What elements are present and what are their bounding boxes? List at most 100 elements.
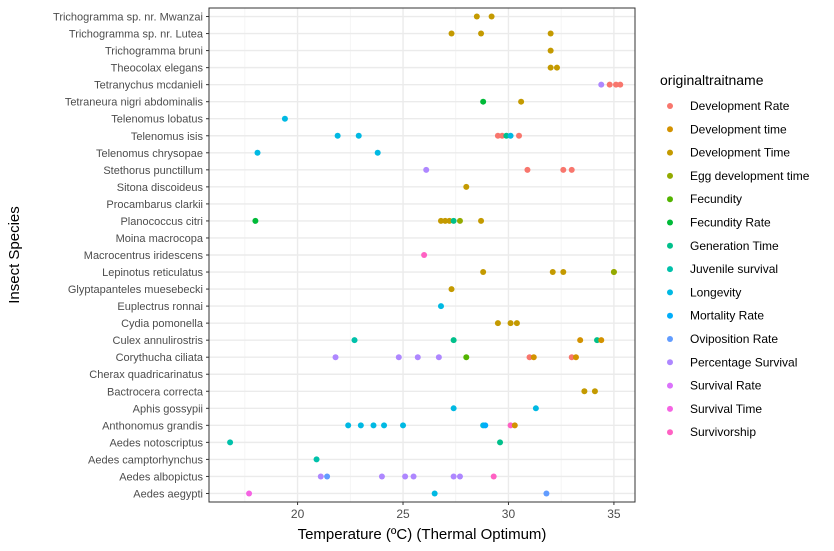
legend-key	[667, 266, 673, 273]
data-point	[494, 132, 501, 139]
data-point	[516, 132, 523, 139]
data-point	[610, 269, 617, 276]
y-tick-label: Aedes camptorhynchus	[88, 454, 203, 466]
data-point	[437, 303, 444, 310]
legend-label: Development time	[690, 122, 787, 136]
legend-key	[667, 126, 673, 133]
data-point	[332, 354, 339, 361]
data-point	[410, 473, 417, 480]
y-tick-label: Cydia pomonella	[121, 318, 204, 330]
data-point	[497, 439, 504, 446]
data-point	[456, 473, 463, 480]
data-point	[355, 132, 362, 139]
legend-key	[667, 336, 673, 342]
data-point	[252, 217, 259, 224]
data-point	[450, 473, 457, 480]
data-point	[381, 422, 388, 429]
data-point	[572, 354, 579, 361]
data-point	[395, 354, 402, 361]
data-point	[482, 422, 489, 429]
data-point	[345, 422, 352, 429]
data-point	[524, 166, 531, 173]
y-tick-label: Bactrocera correcta	[107, 386, 204, 398]
x-axis-title: Temperature (ºC) (Thermal Optimum)	[298, 526, 547, 543]
data-point	[526, 354, 533, 361]
x-tick-label: 35	[607, 507, 621, 521]
data-point	[581, 388, 588, 395]
y-tick-label: Stethorus punctillum	[103, 165, 203, 177]
data-point	[227, 439, 234, 446]
data-point	[617, 81, 624, 88]
data-point	[317, 473, 324, 480]
legend-key	[667, 359, 673, 366]
data-point	[511, 422, 518, 429]
data-point	[560, 269, 567, 276]
legend-key	[667, 242, 673, 249]
legend-key	[667, 312, 673, 319]
legend-key	[667, 289, 673, 296]
y-tick-label: Telenomus lobatus	[111, 114, 203, 126]
data-point	[400, 422, 407, 429]
data-point	[374, 149, 381, 156]
data-point	[598, 337, 605, 344]
data-point	[450, 405, 457, 412]
data-point	[448, 286, 455, 293]
data-point	[591, 388, 598, 395]
data-point	[254, 149, 261, 156]
data-point	[518, 98, 525, 105]
data-point	[568, 166, 575, 173]
legend-key	[667, 196, 673, 203]
y-tick-label: Aedes albopictus	[119, 471, 203, 483]
data-point	[246, 490, 253, 497]
legend-label: Juvenile survival	[690, 262, 778, 276]
data-point	[421, 252, 428, 258]
legend-label: Survival Time	[690, 402, 762, 416]
legend-label: Survival Rate	[690, 379, 762, 393]
y-tick-label: Trichogramma bruni	[105, 46, 203, 58]
legend-label: Survivorship	[690, 425, 756, 439]
data-point	[613, 81, 620, 88]
data-point	[547, 47, 554, 54]
data-point	[503, 132, 510, 139]
data-point	[446, 217, 453, 224]
y-tick-label: Macrocentrus iridescens	[84, 250, 204, 262]
data-point	[324, 473, 331, 480]
y-tick-label: Planococcus citri	[120, 216, 203, 228]
data-point	[414, 354, 421, 361]
data-point	[549, 269, 556, 276]
data-point	[507, 320, 514, 327]
y-tick-label: Aphis gossypii	[133, 403, 203, 415]
data-point	[530, 354, 537, 361]
data-point	[494, 320, 501, 327]
y-tick-label: Sitona discoideus	[117, 182, 204, 194]
legend-label: Oviposition Rate	[690, 332, 778, 346]
data-point	[357, 422, 364, 429]
y-axis-title: Insect Species	[6, 206, 23, 304]
data-point	[507, 132, 514, 139]
data-point	[370, 422, 377, 429]
data-point	[568, 354, 575, 361]
data-point	[480, 269, 487, 276]
x-tick-label: 20	[291, 507, 305, 521]
data-point	[547, 64, 554, 71]
data-point	[480, 98, 487, 105]
data-point	[547, 30, 554, 37]
legend-key	[667, 172, 673, 179]
data-point	[532, 405, 539, 412]
data-point	[334, 132, 341, 139]
data-point	[423, 166, 430, 173]
legend-label: Longevity	[690, 285, 741, 299]
data-point	[442, 217, 449, 224]
data-point	[560, 166, 567, 173]
legend-entries: Development Rate Development time Developm…	[667, 99, 810, 439]
data-point	[402, 473, 409, 480]
data-points	[227, 13, 624, 497]
data-point	[543, 490, 550, 497]
legend-title: originaltraitname	[660, 72, 764, 88]
y-tick-label: Lepinotus reticulatus	[102, 267, 203, 279]
y-tick-label: Cherax quadricarinatus	[89, 369, 203, 381]
data-point	[490, 473, 497, 480]
y-tick-label: Tetranychus mcdanieli	[94, 80, 203, 92]
legend-key	[667, 103, 673, 109]
data-point	[281, 115, 288, 122]
